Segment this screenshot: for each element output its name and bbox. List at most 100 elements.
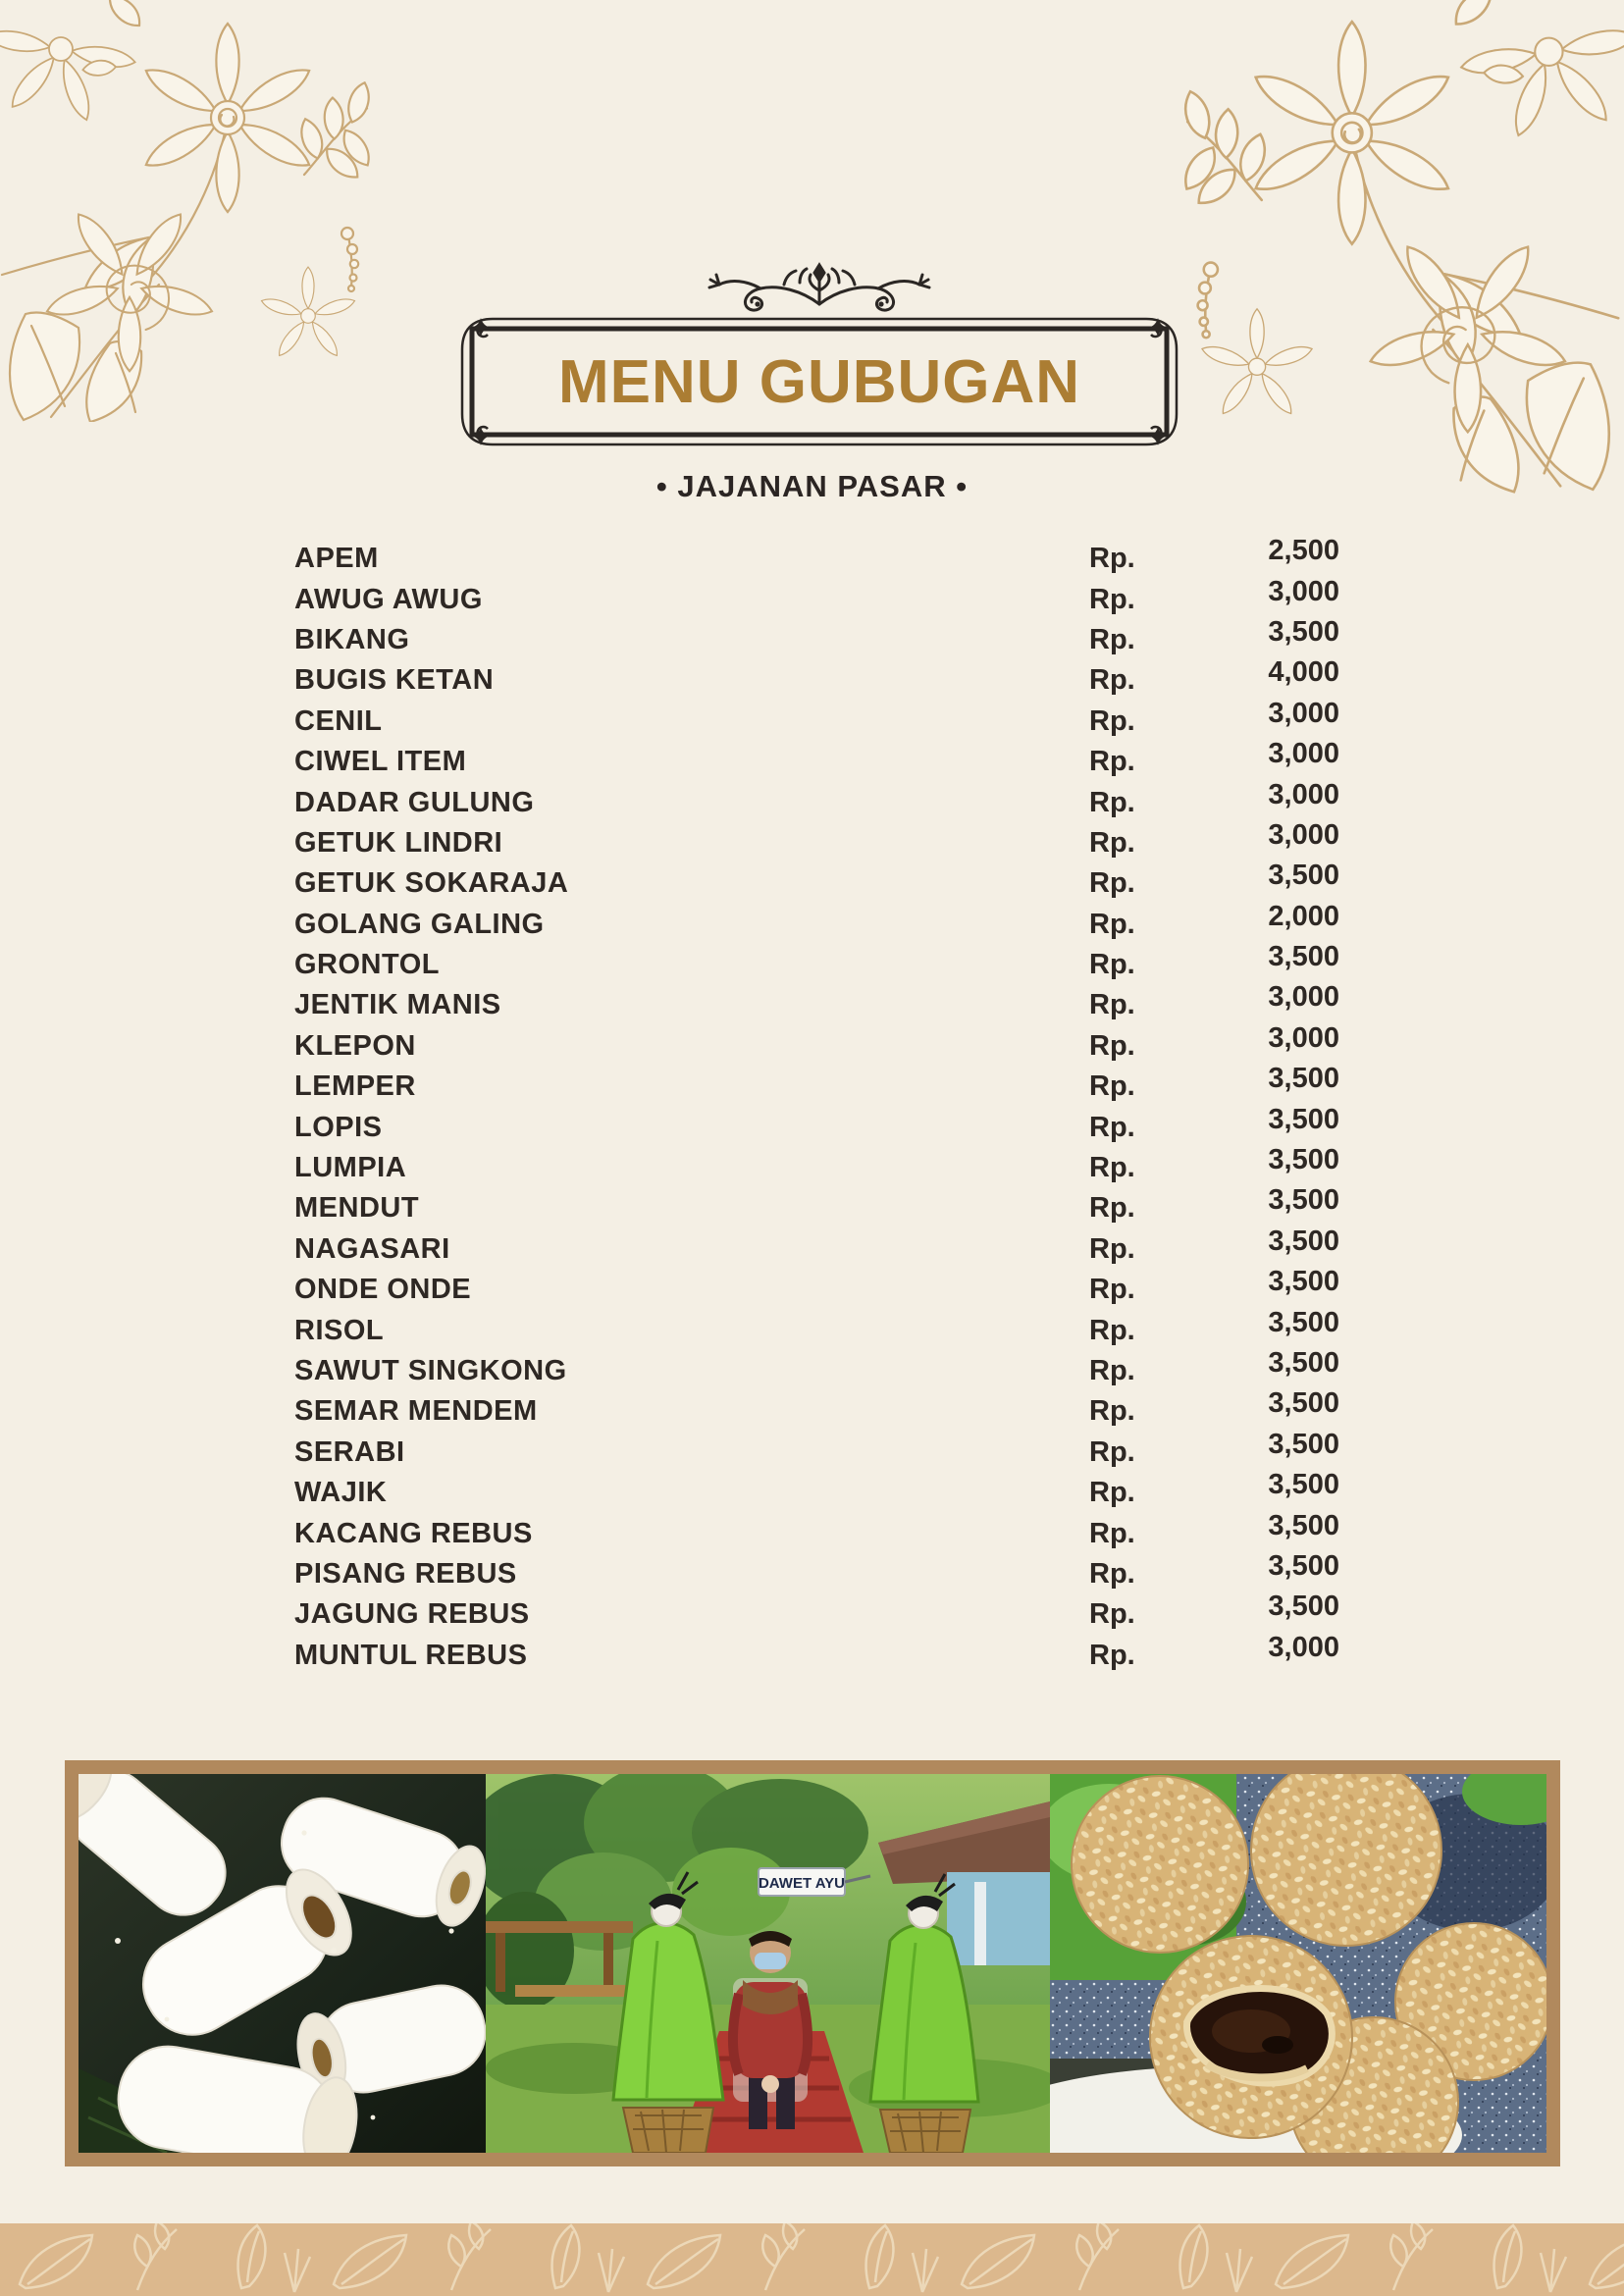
- page-title: MENU GUBUGAN: [557, 347, 1081, 416]
- menu-row: APEM Rp. 2,500: [294, 535, 1339, 579]
- menu-item-name: RISOL: [294, 1314, 385, 1346]
- menu-item-price: 3,000: [1268, 778, 1339, 810]
- menu-item-price: 3,500: [1268, 1144, 1339, 1176]
- menu-row: BIKANG Rp. 3,500: [294, 616, 1339, 660]
- menu-row: BUGIS KETAN Rp. 4,000: [294, 656, 1339, 701]
- menu-item-name: APEM: [294, 543, 379, 575]
- menu-item-price: 3,000: [1268, 981, 1339, 1014]
- menu-item-price: 2,000: [1268, 900, 1339, 932]
- menu-item-currency: Rp.: [1089, 1274, 1135, 1306]
- menu-item-name: GOLANG GALING: [294, 908, 545, 940]
- menu-row: LEMPER Rp. 3,500: [294, 1063, 1339, 1107]
- menu-item-currency: Rp.: [1089, 1111, 1135, 1143]
- menu-item-name: GRONTOL: [294, 949, 440, 981]
- menu-item-name: NAGASARI: [294, 1232, 450, 1265]
- menu-item-price: 3,000: [1268, 575, 1339, 607]
- menu-row: KACANG REBUS Rp. 3,500: [294, 1509, 1339, 1553]
- menu-item-price: 3,500: [1268, 615, 1339, 648]
- menu-item-currency: Rp.: [1089, 664, 1135, 697]
- title-frame: MENU GUBUGAN: [459, 316, 1179, 447]
- menu-item-name: LOPIS: [294, 1111, 383, 1143]
- menu-item-name: CIWEL ITEM: [294, 746, 467, 778]
- menu-item-price: 3,500: [1268, 941, 1339, 973]
- photo-strip: DAWET AYU: [65, 1760, 1560, 2166]
- menu-item-currency: Rp.: [1089, 1435, 1135, 1468]
- menu-list: APEM Rp. 2,500 AWUG AWUG Rp. 3,000 BIKAN…: [294, 535, 1339, 1676]
- menu-item-name: BIKANG: [294, 623, 410, 655]
- menu-item-price: 3,500: [1268, 1306, 1339, 1338]
- menu-item-price: 3,500: [1268, 1103, 1339, 1135]
- menu-item-name: GETUK LINDRI: [294, 826, 503, 859]
- menu-item-currency: Rp.: [1089, 1152, 1135, 1184]
- menu-item-currency: Rp.: [1089, 786, 1135, 818]
- menu-item-currency: Rp.: [1089, 1517, 1135, 1549]
- menu-item-price: 3,500: [1268, 1509, 1339, 1541]
- menu-item-currency: Rp.: [1089, 1557, 1135, 1590]
- menu-row: DADAR GULUNG Rp. 3,000: [294, 778, 1339, 822]
- menu-item-name: SAWUT SINGKONG: [294, 1355, 567, 1386]
- menu-item-price: 3,500: [1268, 1591, 1339, 1623]
- menu-item-currency: Rp.: [1089, 1355, 1135, 1386]
- menu-row: CENIL Rp. 3,000: [294, 698, 1339, 742]
- menu-item-price: 3,000: [1268, 697, 1339, 729]
- photo-dawet-ayu-stall: DAWET AYU: [486, 1774, 1050, 2153]
- floral-decoration-top-right: [1110, 0, 1624, 498]
- menu-item-price: 3,500: [1268, 1549, 1339, 1582]
- menu-row: CIWEL ITEM Rp. 3,000: [294, 738, 1339, 782]
- menu-item-currency: Rp.: [1089, 1192, 1135, 1225]
- menu-item-name: LUMPIA: [294, 1152, 407, 1184]
- menu-item-name: MUNTUL REBUS: [294, 1639, 528, 1671]
- menu-item-name: GETUK SOKARAJA: [294, 867, 569, 900]
- menu-row: JENTIK MANIS Rp. 3,000: [294, 981, 1339, 1025]
- menu-item-price: 3,000: [1268, 738, 1339, 770]
- menu-item-name: SERABI: [294, 1435, 405, 1468]
- menu-item-name: AWUG AWUG: [294, 583, 483, 615]
- menu-item-currency: Rp.: [1089, 949, 1135, 981]
- menu-item-name: SEMAR MENDEM: [294, 1395, 538, 1428]
- menu-item-currency: Rp.: [1089, 1598, 1135, 1631]
- menu-item-name: KACANG REBUS: [294, 1517, 533, 1549]
- menu-row: GETUK SOKARAJA Rp. 3,500: [294, 860, 1339, 904]
- menu-item-currency: Rp.: [1089, 623, 1135, 655]
- menu-item-name: KLEPON: [294, 1029, 416, 1062]
- title-frame-border: [460, 316, 1179, 447]
- menu-item-price: 3,000: [1268, 1631, 1339, 1663]
- bottom-leaf-band: [0, 2223, 1624, 2296]
- menu-item-currency: Rp.: [1089, 704, 1135, 737]
- menu-item-currency: Rp.: [1089, 543, 1135, 575]
- menu-item-currency: Rp.: [1089, 746, 1135, 778]
- dawet-ayu-sign-text: DAWET AYU: [759, 1875, 845, 1892]
- menu-item-name: LEMPER: [294, 1070, 416, 1103]
- menu-item-name: BUGIS KETAN: [294, 664, 495, 697]
- menu-item-name: JENTIK MANIS: [294, 989, 501, 1021]
- menu-item-name: CENIL: [294, 704, 383, 737]
- menu-row: JAGUNG REBUS Rp. 3,500: [294, 1591, 1339, 1635]
- menu-item-price: 3,500: [1268, 1225, 1339, 1257]
- menu-item-name: DADAR GULUNG: [294, 786, 535, 818]
- menu-item-currency: Rp.: [1089, 1070, 1135, 1103]
- menu-row: WAJIK Rp. 3,500: [294, 1469, 1339, 1513]
- menu-item-currency: Rp.: [1089, 1314, 1135, 1346]
- menu-item-price: 2,500: [1268, 535, 1339, 567]
- menu-item-currency: Rp.: [1089, 867, 1135, 900]
- menu-item-currency: Rp.: [1089, 826, 1135, 859]
- menu-item-price: 3,500: [1268, 860, 1339, 892]
- menu-row: NAGASARI Rp. 3,500: [294, 1225, 1339, 1270]
- menu-item-name: ONDE ONDE: [294, 1274, 472, 1306]
- menu-item-price: 3,500: [1268, 1266, 1339, 1298]
- menu-row: GOLANG GALING Rp. 2,000: [294, 901, 1339, 945]
- menu-item-currency: Rp.: [1089, 1232, 1135, 1265]
- menu-item-currency: Rp.: [1089, 1395, 1135, 1428]
- menu-row: AWUG AWUG Rp. 3,000: [294, 575, 1339, 619]
- menu-item-currency: Rp.: [1089, 989, 1135, 1021]
- menu-item-name: PISANG REBUS: [294, 1557, 517, 1590]
- menu-row: KLEPON Rp. 3,000: [294, 1022, 1339, 1067]
- menu-item-price: 3,500: [1268, 1428, 1339, 1460]
- menu-item-price: 3,500: [1268, 1063, 1339, 1095]
- menu-row: GRONTOL Rp. 3,500: [294, 941, 1339, 985]
- menu-row: MENDUT Rp. 3,500: [294, 1184, 1339, 1228]
- menu-item-currency: Rp.: [1089, 1639, 1135, 1671]
- menu-row: SERABI Rp. 3,500: [294, 1429, 1339, 1473]
- menu-row: LOPIS Rp. 3,500: [294, 1103, 1339, 1147]
